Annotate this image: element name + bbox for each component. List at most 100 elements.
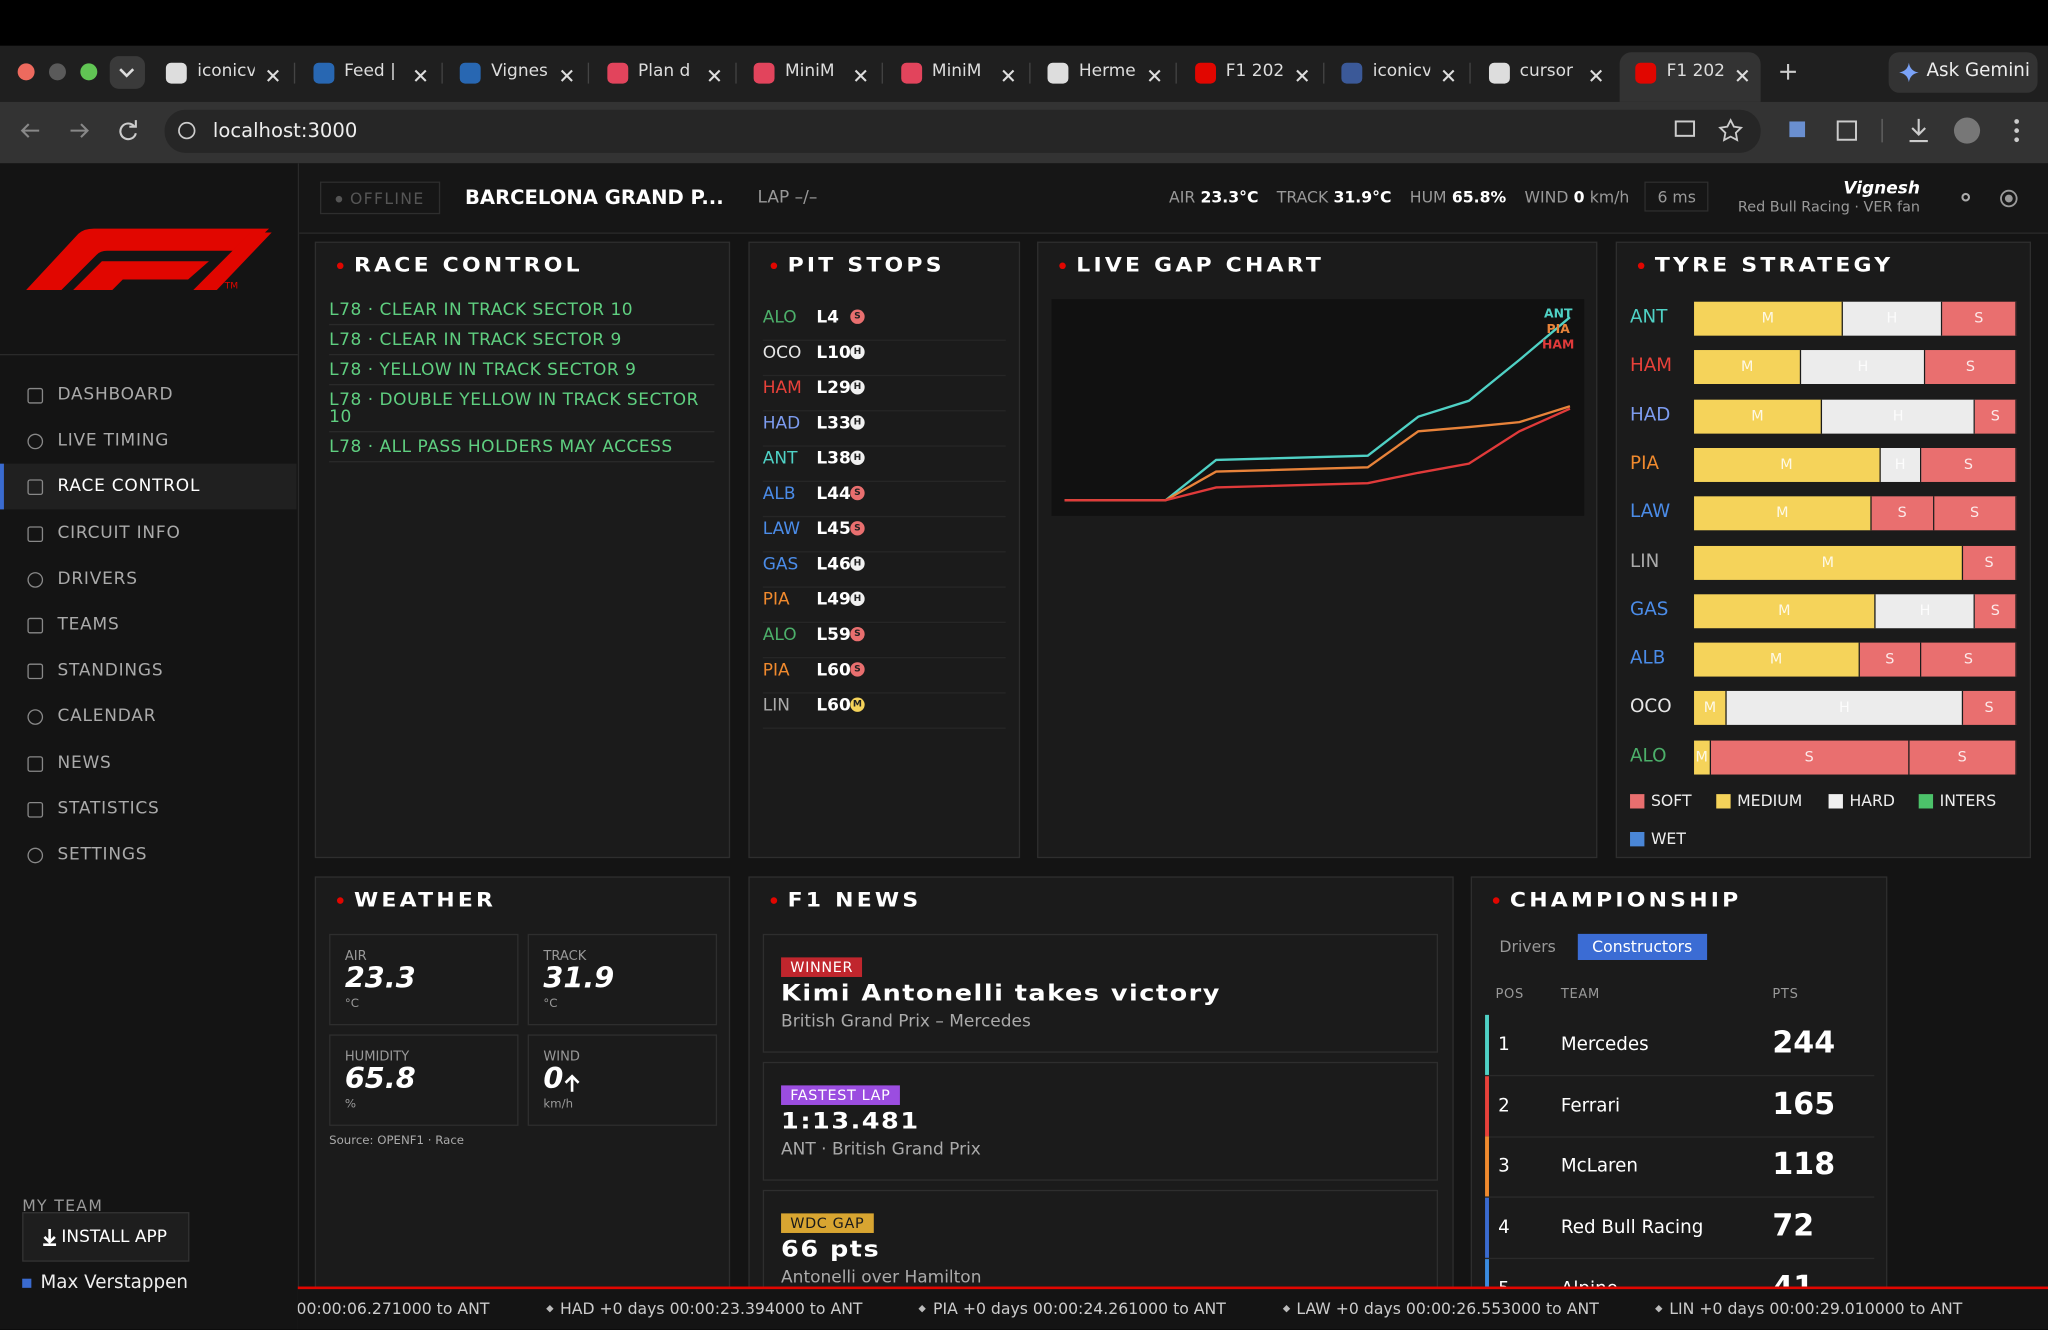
- stint-bar: S: [1921, 642, 2017, 677]
- browser-tab[interactable]: iconicv: [1326, 52, 1471, 94]
- browser-tab[interactable]: F1 202: [1179, 52, 1324, 94]
- tab-title: Herme: [1078, 61, 1136, 81]
- stint-label: H: [1892, 406, 1904, 424]
- tab-sep: [1175, 62, 1177, 84]
- tab-close[interactable]: [559, 64, 575, 82]
- tab-sep: [734, 62, 736, 84]
- nav-item[interactable]: CIRCUIT INFO: [0, 510, 296, 556]
- tyre-driver: HAM: [1630, 355, 1673, 377]
- tab-sep: [293, 62, 296, 84]
- tab-close[interactable]: [1441, 64, 1457, 82]
- panel-title: WEATHER: [353, 888, 497, 912]
- legend-swatch: [1716, 794, 1731, 809]
- nav-item[interactable]: DASHBOARD: [0, 372, 296, 418]
- stint-label: M: [1703, 699, 1717, 717]
- gemini-button[interactable]: Ask Gemini: [1888, 52, 2038, 93]
- ticker-text: HAD +0 days 00:00:23.394000 to ANT: [559, 1299, 863, 1318]
- nav-item[interactable]: STANDINGS: [0, 648, 296, 694]
- browser-tab[interactable]: Plan d: [591, 52, 736, 94]
- ticker-row: 00:00:06.271000 to ANT HAD +0 days 00:00:…: [298, 1300, 1963, 1318]
- ticker-text: LIN +0 days 00:00:29.010000 to ANT: [1669, 1299, 1963, 1318]
- pit-driver: OCO: [762, 343, 802, 364]
- panel-title: CHAMPIONSHIP: [1509, 888, 1742, 912]
- tab-close[interactable]: [1294, 64, 1310, 82]
- tab-close[interactable]: [1000, 64, 1016, 82]
- nav-item[interactable]: SETTINGS: [0, 832, 296, 878]
- browser-tab[interactable]: MiniM: [738, 52, 883, 94]
- browser-tab[interactable]: MiniM: [885, 52, 1030, 94]
- pit-lap: L4: [816, 308, 839, 328]
- news-sub: Antonelli over Hamilton: [781, 1268, 982, 1288]
- stint-bar: M: [1694, 545, 1963, 580]
- browser-tab[interactable]: Feed |: [297, 52, 443, 94]
- nav-item[interactable]: RACE CONTROL: [0, 464, 297, 510]
- pit-driver: LIN: [762, 696, 790, 716]
- nav-item[interactable]: DRIVERS: [0, 556, 296, 602]
- tab-title: Vignes: [491, 61, 548, 81]
- gemini-icon: [1899, 62, 1919, 83]
- stint-bar: M: [1694, 642, 1860, 677]
- weather-card-label: HUMIDITY: [344, 1050, 410, 1065]
- nav-label: STATISTICS: [57, 799, 160, 819]
- gap-chart-panel: LIVE GAP CHART ANT PIA HAM: [1037, 241, 1598, 859]
- nav-label: SETTINGS: [57, 845, 148, 865]
- race-control-message: L78 · ALL PASS HOLDERS MAY ACCESS: [329, 439, 715, 463]
- pit-compound: H: [850, 591, 865, 607]
- browser-tab[interactable]: Herme: [1032, 52, 1177, 94]
- race-control-message: L78 · DOUBLE YELLOW IN TRACK SECTOR 10: [329, 392, 715, 433]
- install-button[interactable]: INSTALL APP: [22, 1212, 190, 1262]
- news-card[interactable]: WINNER Kimi Antonelli takes victory Britis…: [762, 933, 1439, 1053]
- tab-favicon: [312, 62, 334, 84]
- browser-tab[interactable]: F1 202: [1619, 52, 1761, 102]
- stint-bar: S: [1962, 691, 2017, 726]
- tyre-driver: OCO: [1630, 696, 1672, 718]
- tab-close[interactable]: [412, 64, 428, 82]
- nav-item[interactable]: CALENDAR: [0, 694, 296, 740]
- nav-item[interactable]: LIVE TIMING: [0, 418, 296, 464]
- legend-swatch: [1630, 831, 1645, 847]
- standings-tab[interactable]: Drivers: [1499, 937, 1556, 957]
- pit-driver: ALO: [762, 308, 797, 328]
- sidebar: TM MY TEAM INSTALL APP Max Verstappen DA…: [0, 163, 300, 1330]
- stint-label: S: [1984, 699, 1994, 717]
- lap-counter: LAP –/–: [757, 188, 818, 208]
- ticker-item: 00:00:06.271000 to ANT: [298, 1300, 490, 1318]
- tab-sep: [1322, 62, 1324, 84]
- close-icon: [560, 69, 573, 82]
- stint-bar: M: [1694, 301, 1843, 336]
- pit-row: ANT L38 H: [762, 447, 1006, 482]
- nav-item[interactable]: TEAMS: [0, 602, 296, 648]
- tab-close[interactable]: [265, 64, 281, 82]
- nav-label: LIVE TIMING: [57, 431, 170, 451]
- news-tag: FASTEST LAP: [781, 1085, 900, 1105]
- news-card[interactable]: FASTEST LAP 1:13.481 ANT · British Grand P…: [762, 1061, 1439, 1181]
- weather-card-unit: km/h: [543, 1098, 574, 1112]
- browser-chrome-icons: [17, 56, 2020, 153]
- url-text[interactable]: localhost:3000: [212, 118, 358, 143]
- tab-close[interactable]: [1735, 64, 1751, 82]
- news-card[interactable]: WDC GAP 66 pts Antonelli over Hamilton: [762, 1189, 1439, 1307]
- tab-close[interactable]: [1588, 64, 1604, 82]
- tab-close[interactable]: [1147, 64, 1163, 82]
- pit-compound: H: [850, 450, 865, 465]
- tab-close[interactable]: [706, 64, 722, 82]
- browser-tab[interactable]: iconicv: [150, 52, 296, 94]
- panel-title: F1 NEWS: [787, 888, 922, 912]
- nav-item[interactable]: NEWS: [0, 740, 296, 786]
- nav-item[interactable]: STATISTICS: [0, 786, 296, 832]
- pit-row: ALO L59 S: [762, 623, 1006, 659]
- stint-bar: H: [1880, 447, 1922, 482]
- browser-tab[interactable]: Vignes: [444, 52, 590, 94]
- browser-tab[interactable]: cursor: [1473, 52, 1614, 94]
- close-icon: [1001, 69, 1014, 82]
- stint-label: H: [1886, 309, 1898, 327]
- pit-row: PIA L60 S: [762, 658, 1006, 694]
- standings-tab[interactable]: Constructors: [1577, 933, 1707, 960]
- ticker-diamond: [545, 1305, 554, 1313]
- tab-close[interactable]: [853, 64, 869, 82]
- header-icons: [1961, 189, 2018, 208]
- standings-row: 2 Ferrari 165: [1485, 1075, 1875, 1138]
- pit-driver: HAD: [762, 414, 801, 434]
- stint-bar: S: [1871, 496, 1934, 531]
- nav-active-bar: [0, 464, 4, 510]
